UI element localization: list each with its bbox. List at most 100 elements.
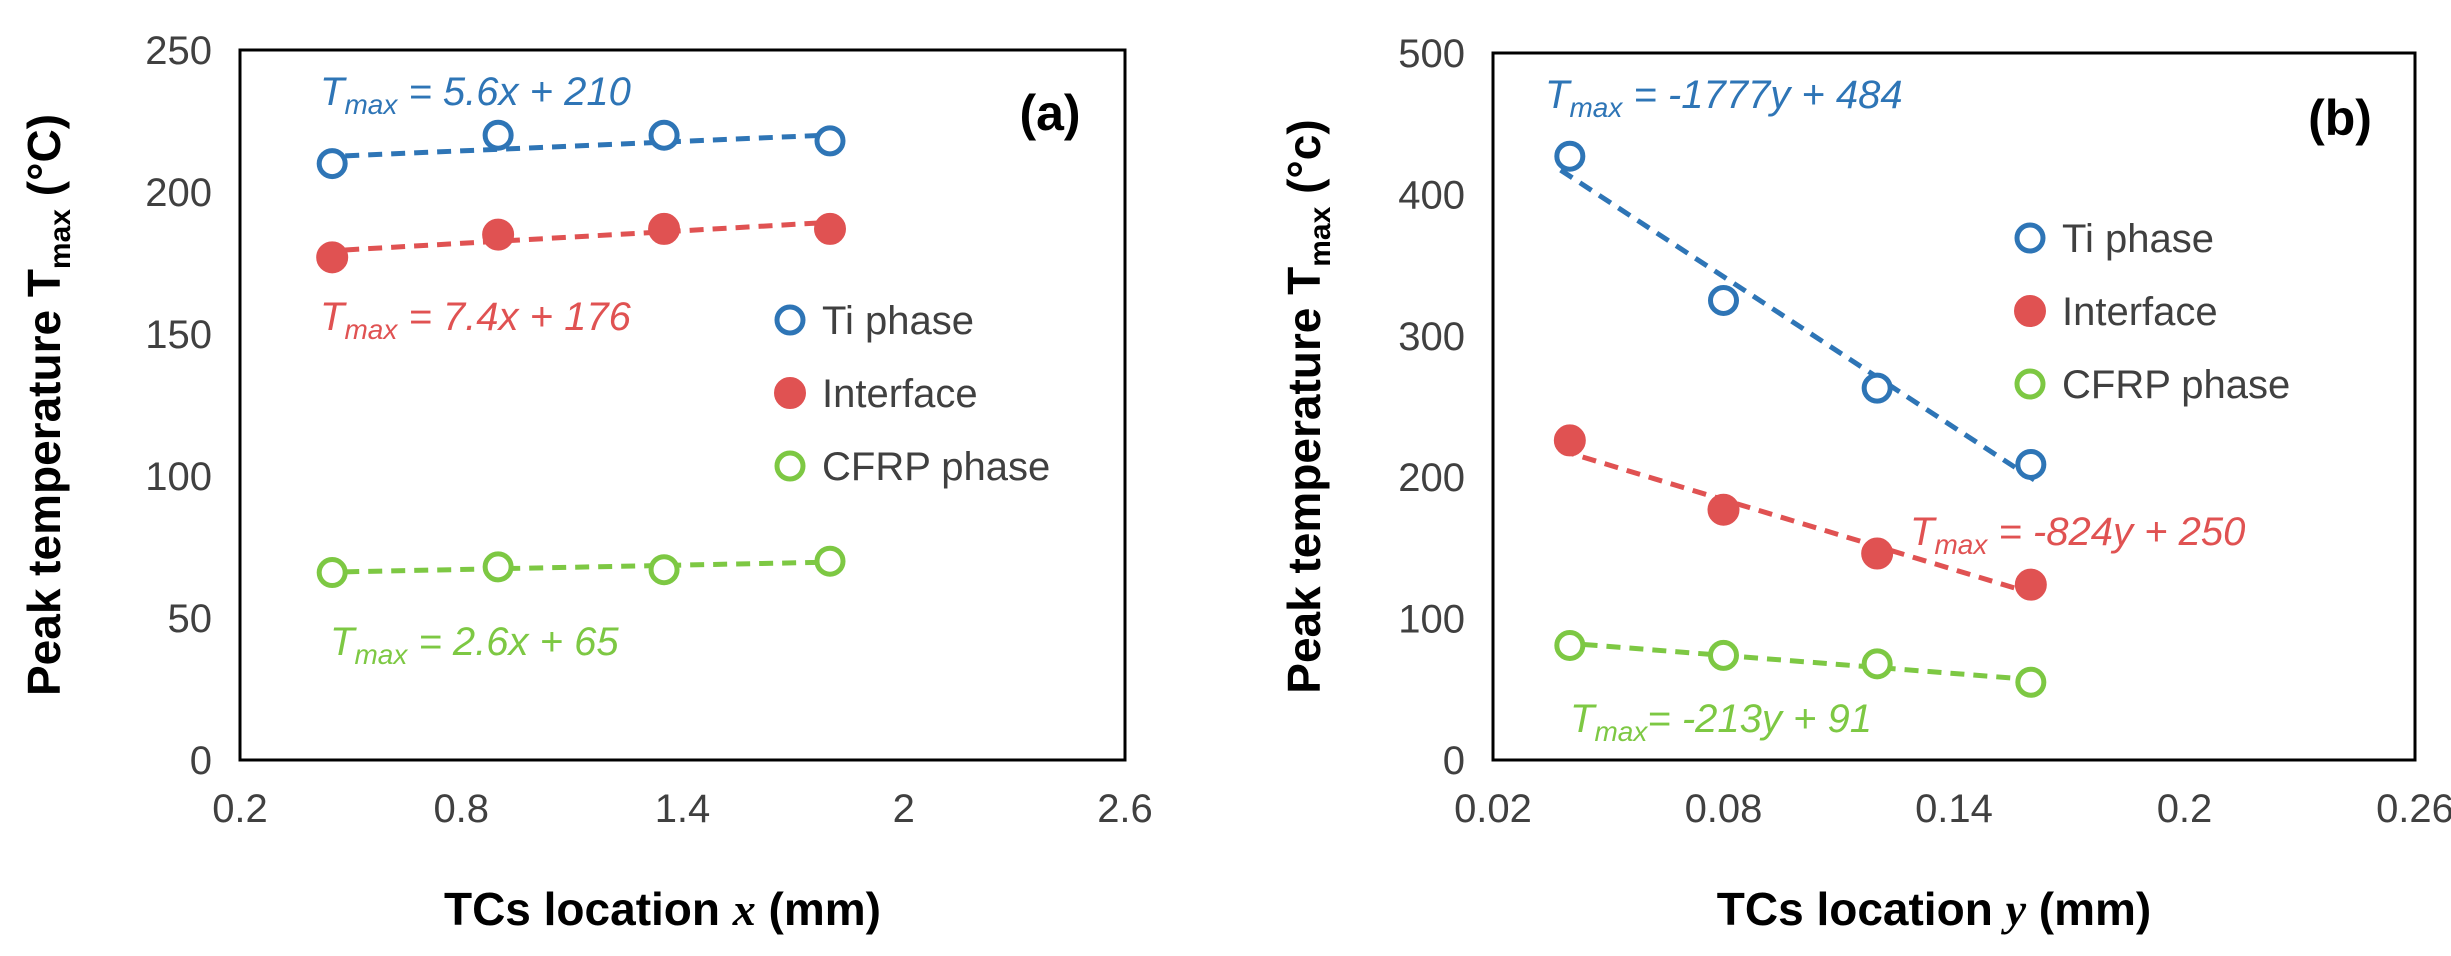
- y-tick-label: 0: [1443, 739, 1465, 783]
- data-point: [648, 554, 680, 586]
- plot-frame: [238, 48, 1127, 762]
- panel-label: (a): [1019, 85, 1080, 141]
- y-tick-label: 100: [145, 455, 212, 499]
- y-axis-title-main: Peak temperature T: [18, 269, 70, 696]
- y-tick-label: 250: [145, 29, 212, 73]
- y-tick-label: 50: [168, 597, 213, 641]
- x-tick-label: 0.14: [1915, 787, 1993, 831]
- panel-label: (b): [2308, 90, 2372, 146]
- trendline-0: [322, 132, 841, 160]
- data-point: [1708, 639, 1739, 671]
- legend-label: Ti phase: [2062, 217, 2214, 261]
- y-tick-label: 500: [1398, 32, 1465, 76]
- x-axis-title-unit: (mm): [756, 883, 881, 935]
- y-axis-title-unit: (°C): [18, 114, 70, 209]
- data-point: [2014, 568, 2047, 601]
- data-point: [814, 125, 846, 157]
- data-point: [1554, 140, 1586, 172]
- data-point: [316, 557, 348, 589]
- data-point: [1861, 537, 1894, 570]
- y-axis-title-subscript: max: [1304, 206, 1337, 266]
- data-point: [482, 551, 514, 583]
- fit-equation-rhs: = -213y + 91: [1647, 697, 1872, 741]
- chart-panel-a: 0 50 100 150 200 250 0.2 0.8 1.4 2 2.6 TCs location…: [18, 29, 1153, 935]
- legend-marker: [774, 450, 806, 482]
- x-axis-title: TCs location x (mm): [444, 883, 881, 935]
- fit-equation-lhs: T: [1910, 510, 1937, 554]
- y-tick-label: 0: [190, 739, 212, 783]
- fit-equation-rhs: = -1777y + 484: [1622, 73, 1902, 117]
- trendline-1: [1559, 447, 2041, 599]
- x-tick-label: 0.2: [2157, 787, 2213, 831]
- data-point: [814, 545, 846, 577]
- x-axis-title-unit: (mm): [2026, 883, 2151, 935]
- fit-equation: Tmax = 7.4x + 176: [320, 295, 632, 345]
- fit-equation-rhs: = 2.6x + 65: [407, 620, 619, 664]
- y-tick-label: 400: [1398, 173, 1465, 217]
- x-axis-title: TCs location y (mm): [1717, 883, 2151, 935]
- data-point: [1553, 424, 1586, 457]
- x-tick-label: 0.26: [2376, 787, 2451, 831]
- y-tick-label: 150: [145, 313, 212, 357]
- x-tick-label: 2.6: [1097, 787, 1153, 831]
- trendline-2: [1560, 640, 2041, 683]
- data-point: [316, 148, 348, 180]
- trendline-0: [1559, 168, 2042, 486]
- trendline-2: [322, 559, 841, 575]
- data-point: [2015, 448, 2047, 480]
- y-tick-label: 100: [1398, 598, 1465, 642]
- fit-equation-lhs: T: [330, 620, 357, 664]
- legend-marker: [774, 304, 806, 336]
- legend-label: Ti phase: [822, 299, 974, 343]
- x-axis-title-variable: y: [2001, 884, 2027, 935]
- y-axis-title-unit: (°c): [1278, 119, 1330, 206]
- y-axis-title-main: Peak temperature T: [1278, 267, 1330, 694]
- fit-equation-rhs: = 5.6x + 210: [397, 70, 631, 114]
- fit-equation-lhs: T: [320, 295, 347, 339]
- data-point: [648, 119, 680, 151]
- x-tick-label: 1.4: [655, 787, 711, 831]
- y-tick-label: 300: [1398, 315, 1465, 359]
- legend-label: Interface: [822, 372, 978, 416]
- plot-frame: [1491, 51, 2417, 762]
- data-point: [1861, 648, 1893, 680]
- data-point: [316, 241, 349, 274]
- fit-equation-subscript: max: [1594, 716, 1648, 747]
- data-point: [482, 218, 515, 251]
- x-axis-title-variable: x: [732, 884, 756, 935]
- fit-equation-subscript: max: [354, 639, 408, 670]
- y-tick-label: 200: [145, 171, 212, 215]
- legend-marker: [2014, 295, 2046, 327]
- y-axis-title-subscript: max: [44, 209, 77, 269]
- x-tick-label: 0.08: [1685, 787, 1763, 831]
- legend-label: CFRP phase: [2062, 363, 2290, 407]
- fit-equation: Tmax = -824y + 250: [1910, 510, 2245, 560]
- fit-equation: Tmax = 2.6x + 65: [330, 620, 619, 670]
- data-point: [1707, 493, 1740, 526]
- fit-equation-rhs: = 7.4x + 176: [397, 295, 631, 339]
- x-tick-label: 0.02: [1454, 787, 1532, 831]
- data-point: [648, 212, 681, 245]
- fit-equation: Tmax= -213y + 91: [1570, 697, 1872, 747]
- fit-equation-lhs: T: [1545, 73, 1572, 117]
- x-tick-label: 0.8: [433, 787, 489, 831]
- data-point: [1708, 284, 1739, 316]
- x-axis-title-prefix: TCs location: [444, 883, 733, 935]
- y-axis-title: Peak temperature Tmax (°C): [18, 114, 77, 696]
- legend-label: Interface: [2062, 290, 2218, 334]
- data-point: [1554, 629, 1586, 661]
- x-axis-title-prefix: TCs location: [1717, 883, 2006, 935]
- legend-marker: [774, 377, 806, 409]
- data-point: [2015, 666, 2047, 698]
- fit-equation-subscript: max: [344, 89, 398, 120]
- fit-equation-subscript: max: [344, 314, 398, 345]
- trendline-1: [322, 219, 841, 254]
- y-tick-label: 200: [1398, 456, 1465, 500]
- x-tick-label: 0.2: [212, 787, 268, 831]
- legend-label: CFRP phase: [822, 445, 1050, 489]
- y-axis-title: Peak temperature Tmax (°c): [1278, 119, 1337, 693]
- legend-marker: [2014, 368, 2046, 400]
- data-point: [1861, 372, 1893, 404]
- legend-marker: [2014, 222, 2046, 254]
